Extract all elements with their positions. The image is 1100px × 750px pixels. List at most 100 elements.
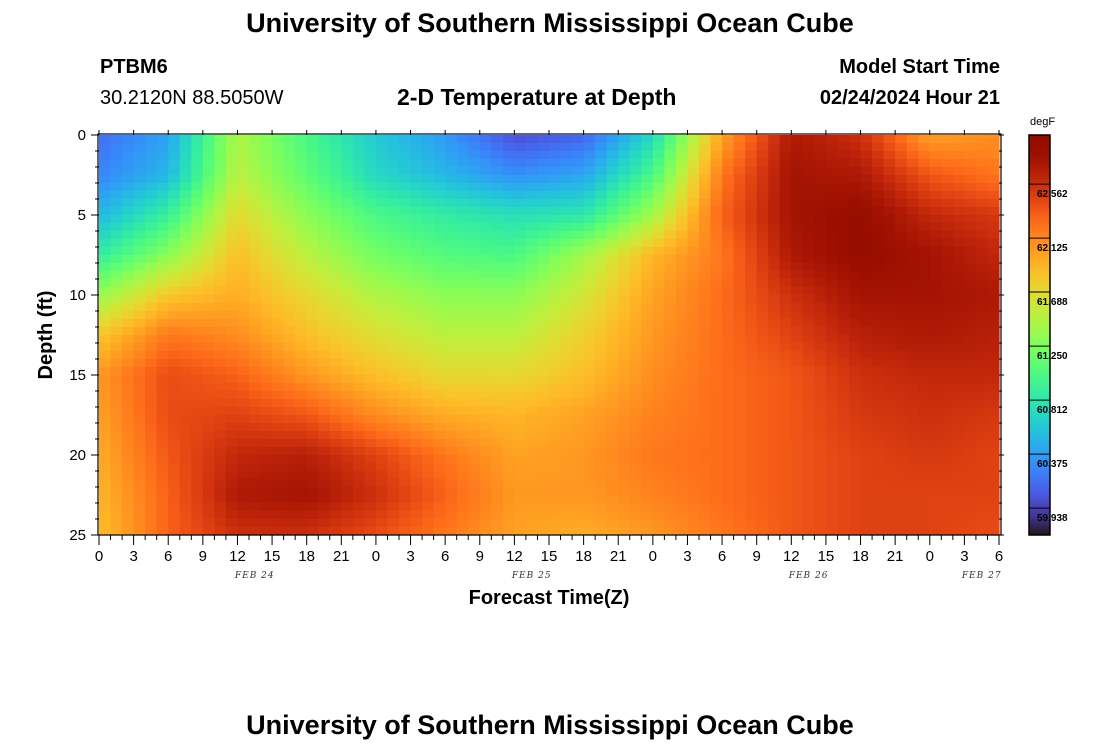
heatmap-cell [502, 439, 515, 448]
heatmap-cell [768, 135, 781, 144]
heatmap-cell [687, 207, 700, 216]
heatmap-cell [687, 495, 700, 504]
chart-title: 2-D Temperature at Depth [397, 84, 677, 110]
heatmap-cell [110, 279, 123, 288]
heatmap-cell [352, 311, 365, 320]
heatmap-cell [191, 255, 204, 264]
heatmap-cell [514, 271, 527, 280]
heatmap-cell [433, 479, 446, 488]
heatmap-cell [514, 399, 527, 408]
heatmap-cell [99, 287, 112, 296]
heatmap-cell [364, 143, 377, 152]
heatmap-cell [272, 191, 285, 200]
heatmap-cell [375, 495, 389, 504]
heatmap-cell [918, 463, 931, 472]
heatmap-cell [802, 255, 815, 264]
heatmap-cell [595, 383, 608, 392]
heatmap-cell [191, 303, 204, 312]
heatmap-cell [733, 463, 746, 472]
heatmap-cell [295, 335, 308, 344]
heatmap-cell [514, 463, 527, 472]
heatmap-cell [872, 383, 885, 392]
heatmap-cell [491, 415, 504, 424]
heatmap-cell [202, 167, 215, 176]
heatmap-cell [479, 415, 492, 424]
heatmap-cell [329, 287, 342, 296]
heatmap-cell [491, 455, 504, 464]
heatmap-cell [249, 431, 262, 440]
heatmap-cell [918, 319, 931, 328]
heatmap-cell [191, 215, 204, 224]
heatmap-cell [272, 527, 285, 536]
heatmap-cell [872, 303, 885, 312]
heatmap-cell [687, 471, 700, 480]
heatmap-cell [468, 503, 481, 512]
heatmap-cell [525, 263, 539, 272]
heatmap-cell [687, 239, 700, 248]
heatmap-cell [214, 455, 227, 464]
heatmap-cell [860, 503, 873, 512]
heatmap-cell [699, 519, 712, 528]
heatmap-cell [906, 223, 919, 232]
heatmap-cell [814, 303, 827, 312]
heatmap-cell [99, 423, 112, 432]
heatmap-cell [537, 167, 550, 176]
heatmap-cell [918, 471, 931, 480]
heatmap-cell [687, 519, 700, 528]
heatmap-cell [168, 263, 181, 272]
heatmap-cell [387, 439, 400, 448]
heatmap-cell [710, 247, 723, 256]
heatmap-cell [433, 151, 446, 160]
heatmap-cell [99, 391, 112, 400]
heatmap-cell [733, 327, 746, 336]
heatmap-cell [479, 183, 492, 192]
heatmap-cell [202, 383, 215, 392]
heatmap-cell [964, 295, 977, 304]
heatmap-cell [514, 375, 527, 384]
heatmap-cell [399, 351, 412, 360]
heatmap-cell [491, 335, 504, 344]
heatmap-cell [179, 239, 192, 248]
heatmap-cell [468, 367, 481, 376]
heatmap-cell [802, 367, 815, 376]
heatmap-cell [191, 343, 204, 352]
heatmap-cell [560, 167, 573, 176]
heatmap-cell [433, 175, 446, 184]
heatmap-cell [618, 527, 631, 536]
heatmap-cell [825, 359, 839, 368]
heatmap-cell [422, 175, 435, 184]
heatmap-cell [722, 383, 735, 392]
heatmap-cell [306, 463, 319, 472]
heatmap-cell [860, 151, 873, 160]
heatmap-cell [295, 487, 308, 496]
heatmap-cell [941, 263, 954, 272]
heatmap-cell [525, 279, 539, 288]
heatmap-cell [249, 471, 262, 480]
heatmap-cell [99, 359, 112, 368]
heatmap-cell [641, 463, 654, 472]
heatmap-cell [641, 335, 654, 344]
heatmap-cell [929, 143, 942, 152]
heatmap-cell [929, 327, 942, 336]
heatmap-cell [745, 231, 758, 240]
heatmap-cell [537, 391, 550, 400]
heatmap-cell [387, 479, 400, 488]
heatmap-cell [906, 439, 919, 448]
heatmap-cell [722, 207, 735, 216]
heatmap-cell [849, 471, 862, 480]
heatmap-cell [722, 455, 735, 464]
heatmap-cell [837, 455, 850, 464]
heatmap-cell [422, 223, 435, 232]
heatmap-cell [722, 343, 735, 352]
heatmap-cell [364, 135, 377, 144]
heatmap-cell [756, 319, 769, 328]
heatmap-cell [502, 431, 515, 440]
heatmap-cell [652, 175, 665, 184]
heatmap-cell [364, 511, 377, 520]
heatmap-cell [975, 327, 989, 336]
heatmap-cell [987, 455, 1000, 464]
heatmap-cell [664, 479, 677, 488]
heatmap-cell [687, 503, 700, 512]
heatmap-cell [652, 527, 665, 536]
heatmap-cell [410, 511, 423, 520]
